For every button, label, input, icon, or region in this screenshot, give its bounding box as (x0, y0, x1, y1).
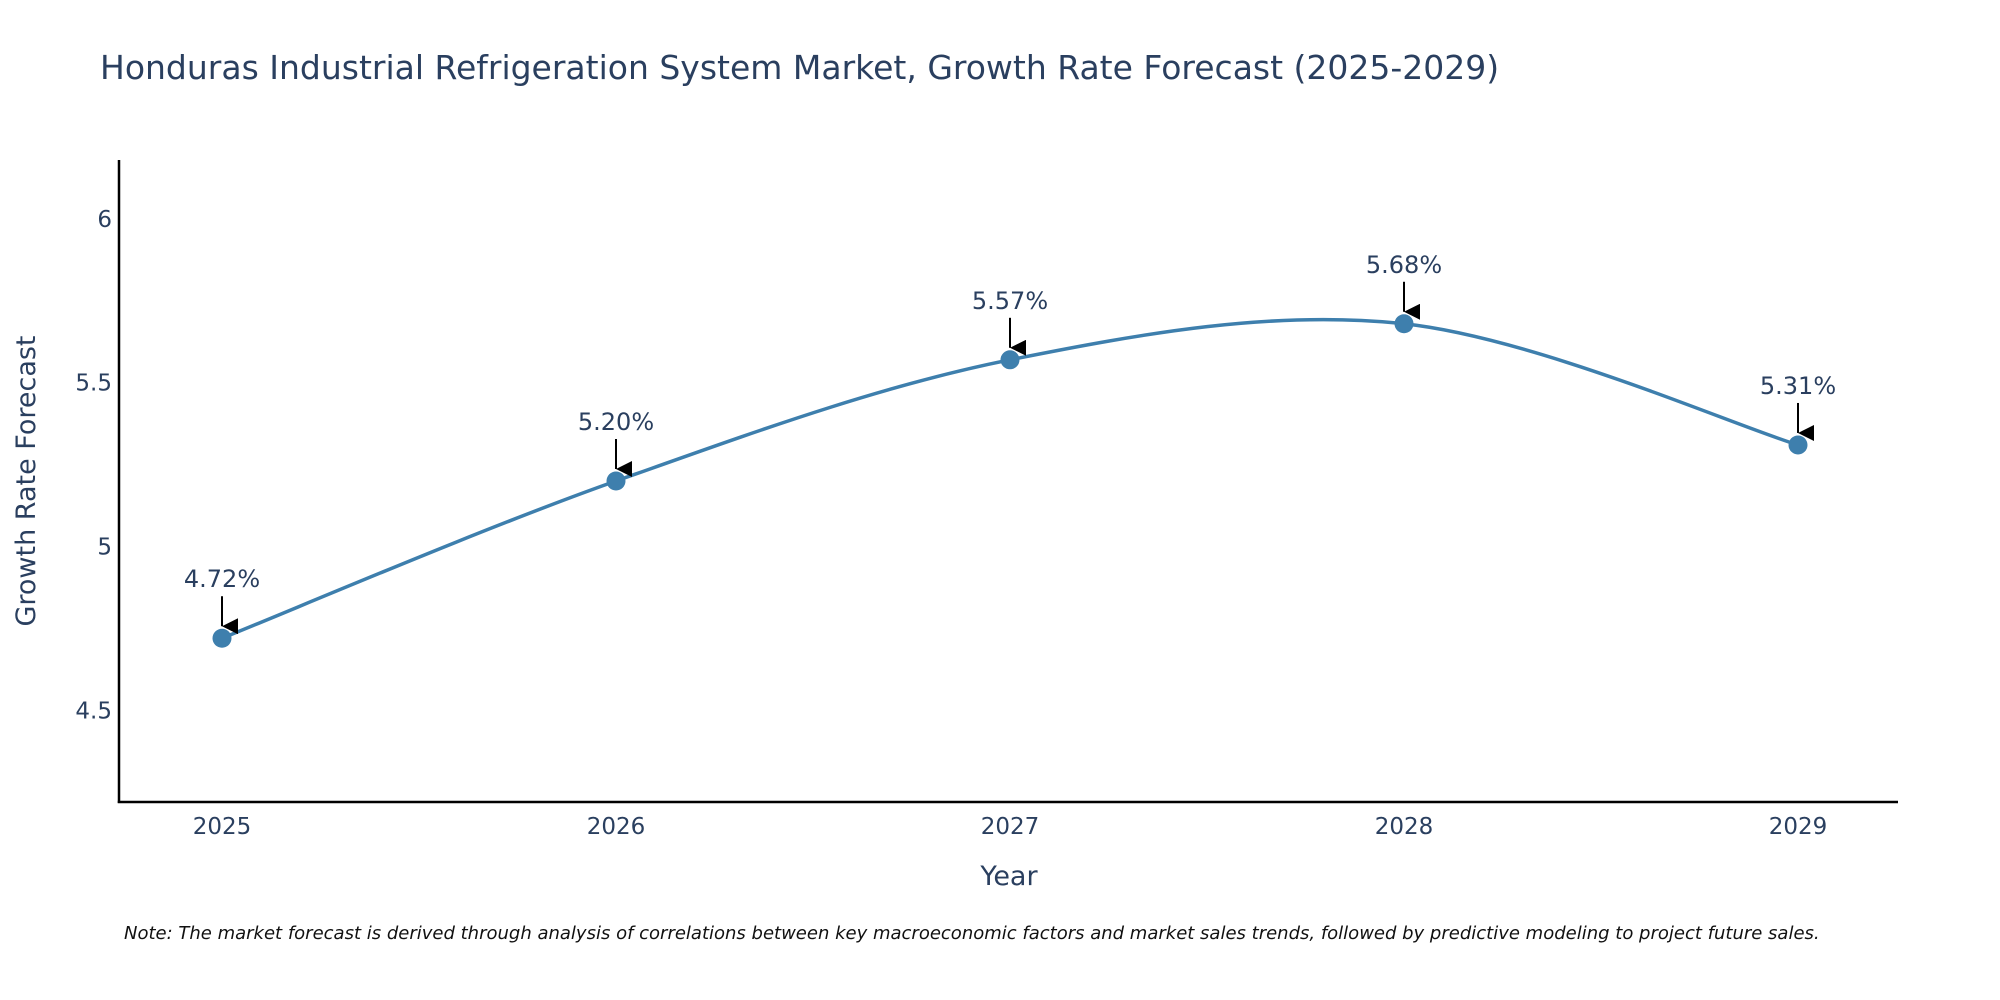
y-axis-title: Growth Rate Forecast (11, 335, 42, 626)
data-label: 5.57% (972, 287, 1048, 315)
data-label: 5.68% (1366, 251, 1442, 279)
footnote: Note: The market forecast is derived thr… (124, 923, 1820, 944)
y-tick-label: 6 (97, 207, 112, 233)
x-tick-label: 2027 (981, 814, 1040, 840)
data-point (1000, 350, 1020, 370)
x-tick-label: 2026 (587, 814, 646, 840)
data-label: 5.31% (1760, 372, 1836, 400)
chart-title: Honduras Industrial Refrigeration System… (100, 48, 1499, 87)
data-point (1788, 435, 1808, 455)
y-tick-labels: 4.5 5 5.5 6 (75, 207, 112, 724)
data-label: 5.20% (578, 408, 654, 436)
x-tick-label: 2025 (193, 814, 252, 840)
plot-area: 4.5 5 5.5 6 2025 2026 2027 2028 2029 4.72% 5.20%… (75, 160, 1898, 840)
data-annotations: 4.72% 5.20% 5.57% 5.68% 5.31% (184, 251, 1836, 635)
data-point (606, 471, 626, 491)
data-label: 4.72% (184, 565, 260, 593)
y-tick-label: 4.5 (75, 698, 112, 724)
x-tick-label: 2028 (1375, 814, 1434, 840)
x-tick-labels: 2025 2026 2027 2028 2029 (193, 814, 1828, 840)
x-tick-label: 2029 (1769, 814, 1828, 840)
data-point (1394, 314, 1414, 334)
y-tick-label: 5.5 (75, 371, 112, 397)
data-point (212, 628, 232, 648)
y-tick-label: 5 (97, 535, 112, 561)
x-axis-title: Year (979, 861, 1038, 892)
